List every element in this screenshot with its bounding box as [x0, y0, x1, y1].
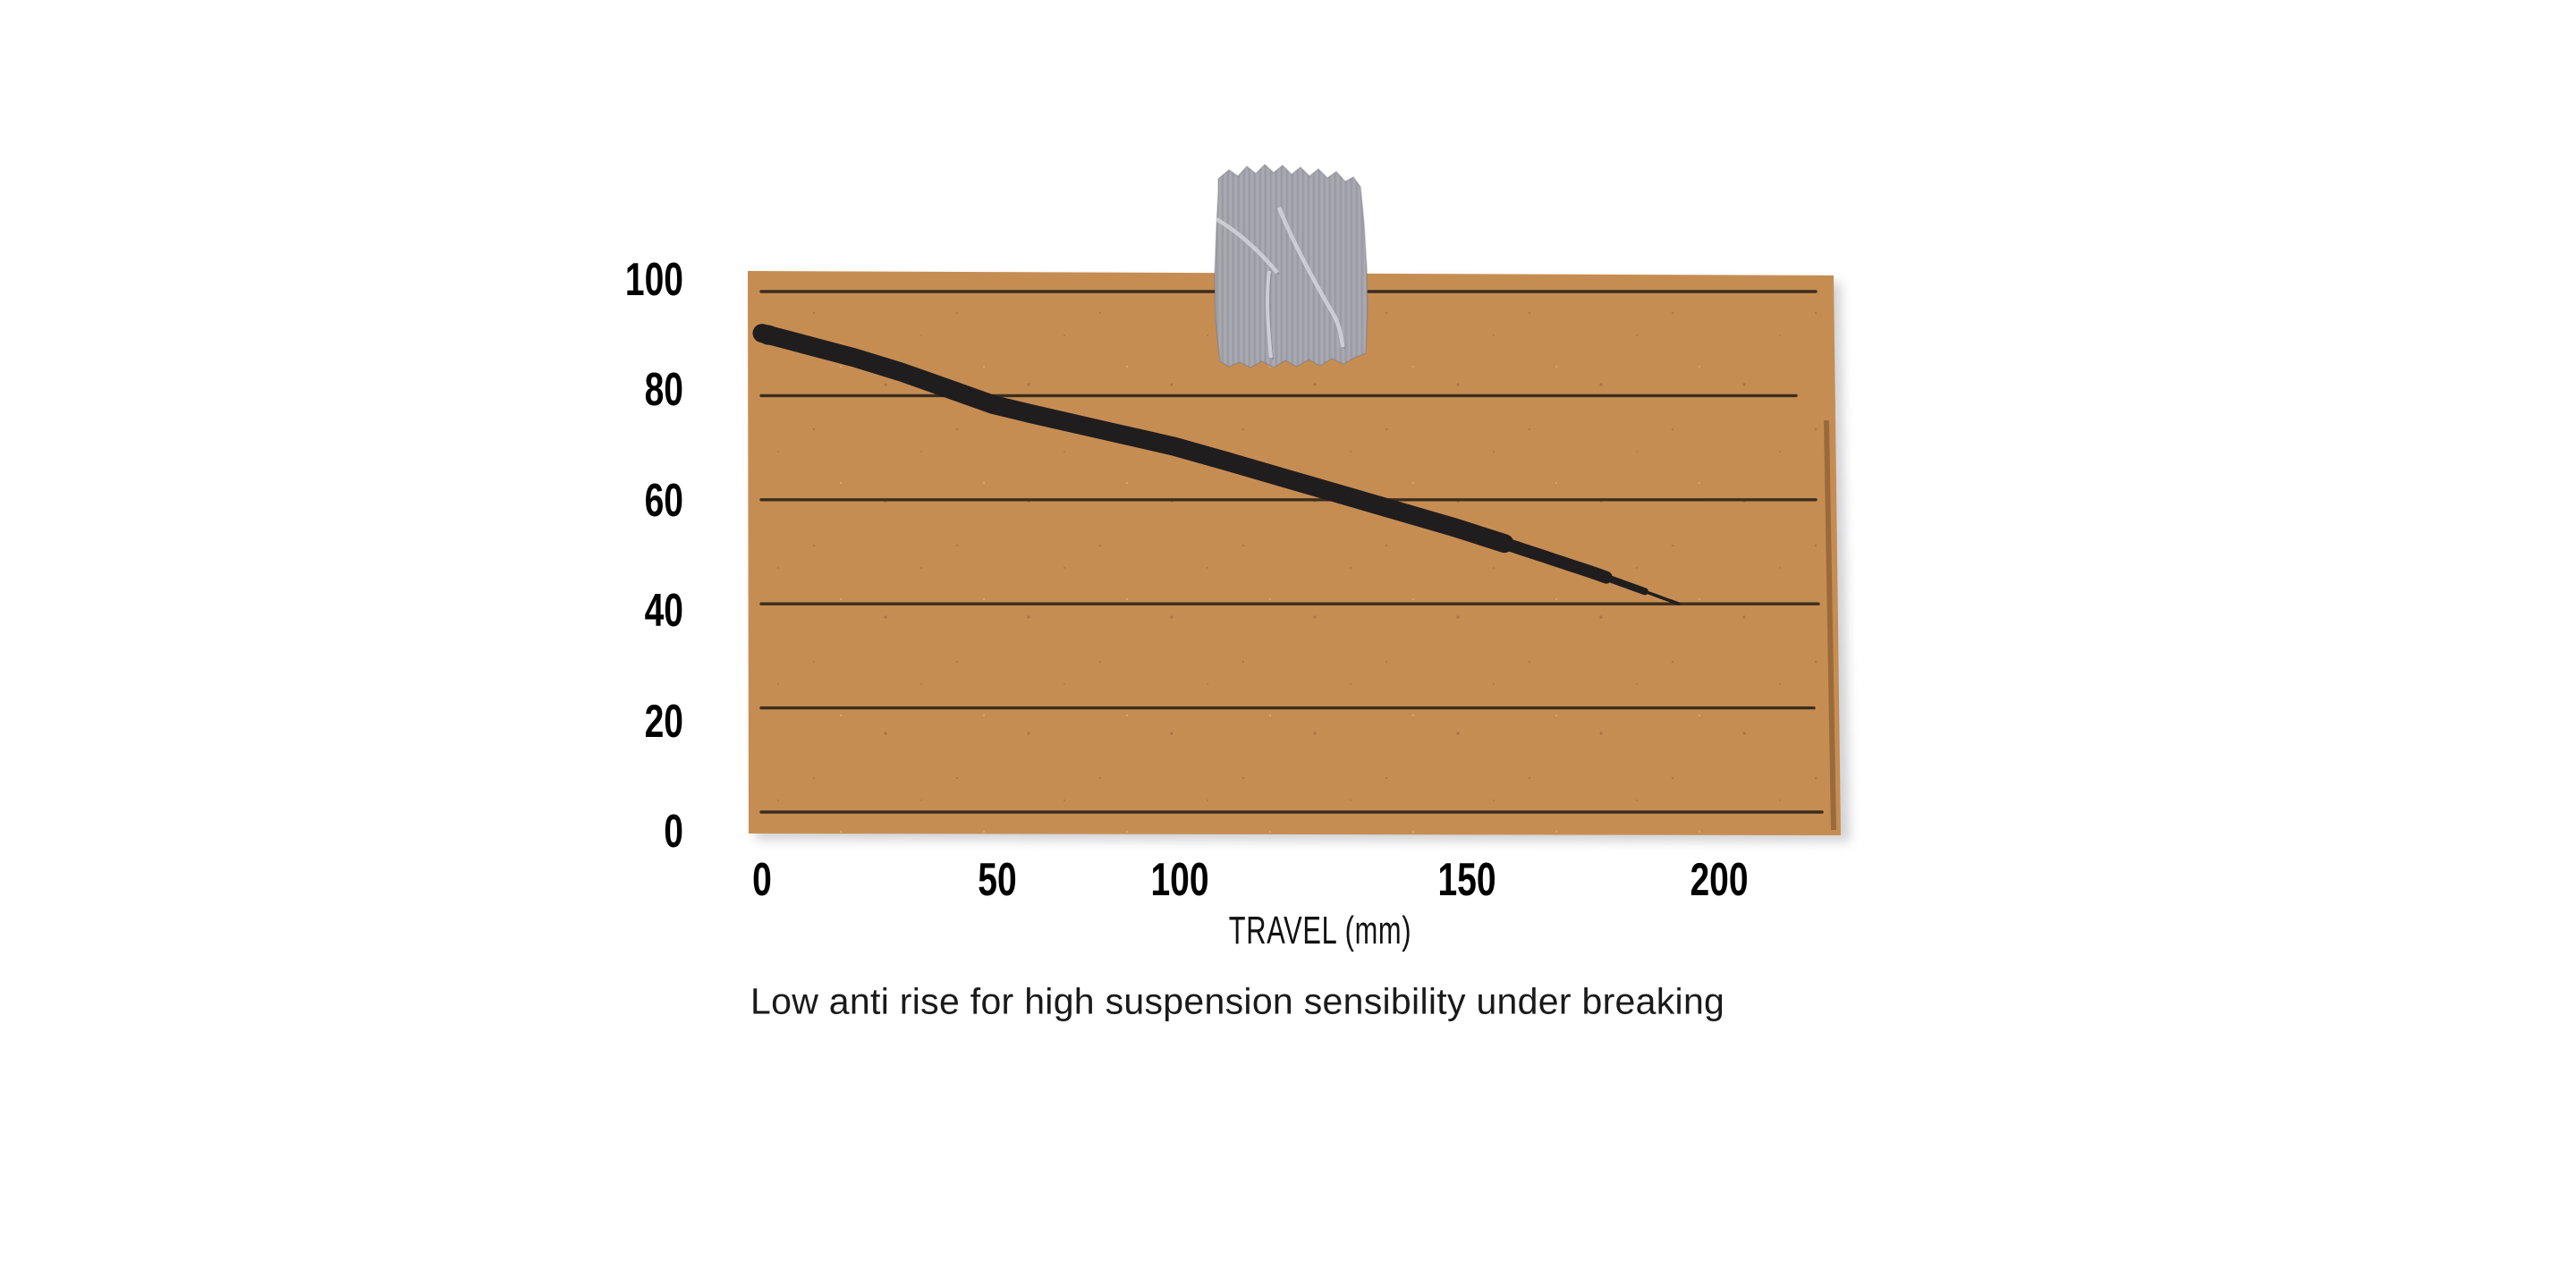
curve-stroke	[752, 324, 1514, 554]
y-tick-label-60: 60	[644, 474, 683, 527]
x-axis-title: TRAVEL (mm)	[1228, 909, 1412, 952]
curve-start-blob	[756, 325, 781, 345]
anti-rise-curve	[752, 324, 1681, 605]
y-tick-label-40: 40	[644, 585, 683, 638]
curve-stroke	[1619, 580, 1681, 605]
tape-shape	[1214, 163, 1368, 368]
y-tick-label-80: 80	[644, 364, 683, 417]
chart-caption: Low anti rise for high suspension sensib…	[750, 980, 1725, 1022]
x-tick-label-200: 200	[1690, 854, 1749, 906]
x-tick-label-100: 100	[1150, 854, 1209, 906]
panel-edge-crease	[1824, 419, 1836, 831]
y-tick-label-100: 100	[624, 254, 683, 306]
x-tick-label-0: 0	[752, 854, 772, 906]
x-tick-label-50: 50	[978, 854, 1017, 906]
y-tick-label-0: 0	[664, 806, 683, 858]
y-tick-label-20: 20	[644, 695, 683, 748]
x-tick-label-150: 150	[1437, 854, 1496, 906]
duct-tape-graphic	[1214, 163, 1368, 368]
tape-creases	[1215, 207, 1345, 360]
